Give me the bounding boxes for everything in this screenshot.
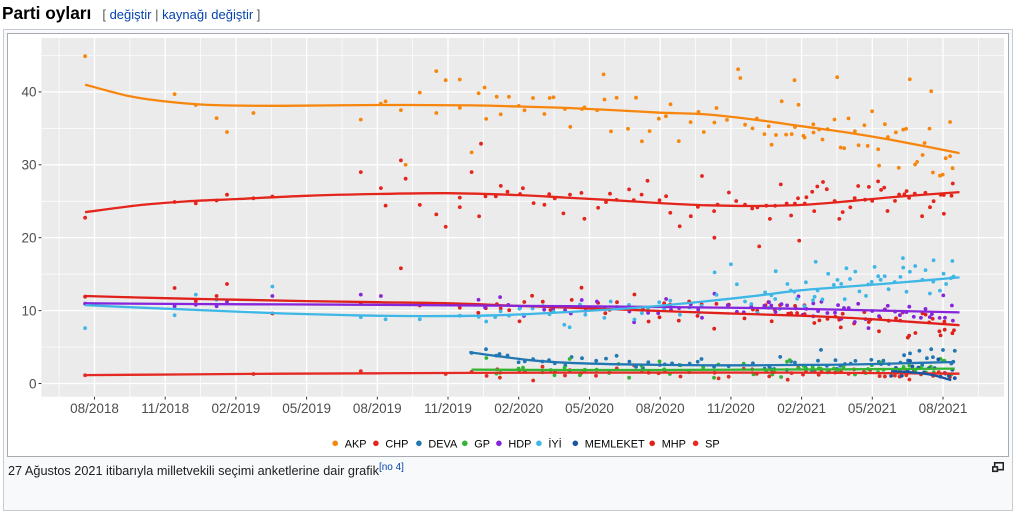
svg-text:08/2019: 08/2019: [353, 401, 402, 416]
svg-text:08/2021: 08/2021: [919, 401, 968, 416]
svg-text:0: 0: [29, 376, 37, 391]
svg-text:MHP: MHP: [662, 438, 686, 450]
svg-text:10: 10: [21, 303, 36, 318]
svg-text:AKP: AKP: [345, 438, 367, 450]
svg-text:08/2020: 08/2020: [636, 401, 685, 416]
svg-text:HDP: HDP: [508, 438, 531, 450]
svg-text:08/2018: 08/2018: [70, 401, 119, 416]
svg-text:05/2020: 05/2020: [565, 401, 614, 416]
svg-text:11/2020: 11/2020: [707, 401, 755, 416]
svg-text:30: 30: [21, 158, 36, 173]
svg-text:MEMLEKET: MEMLEKET: [585, 438, 645, 450]
svg-text:02/2019: 02/2019: [211, 401, 260, 416]
svg-text:SP: SP: [705, 438, 720, 450]
svg-text:05/2019: 05/2019: [282, 401, 331, 416]
svg-text:20: 20: [21, 231, 36, 246]
svg-text:DEVA: DEVA: [428, 438, 458, 450]
svg-text:02/2021: 02/2021: [777, 401, 826, 416]
svg-text:11/2019: 11/2019: [424, 401, 472, 416]
svg-text:11/2018: 11/2018: [141, 401, 189, 416]
svg-text:02/2020: 02/2020: [494, 401, 543, 416]
svg-text:05/2021: 05/2021: [848, 401, 897, 416]
svg-text:İYİ: İYİ: [548, 437, 561, 450]
svg-text:GP: GP: [474, 438, 490, 450]
svg-text:CHP: CHP: [385, 438, 408, 450]
svg-text:40: 40: [21, 85, 36, 100]
